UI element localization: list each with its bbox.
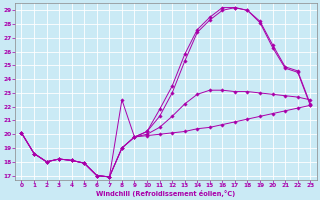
X-axis label: Windchill (Refroidissement éolien,°C): Windchill (Refroidissement éolien,°C) [96, 190, 236, 197]
